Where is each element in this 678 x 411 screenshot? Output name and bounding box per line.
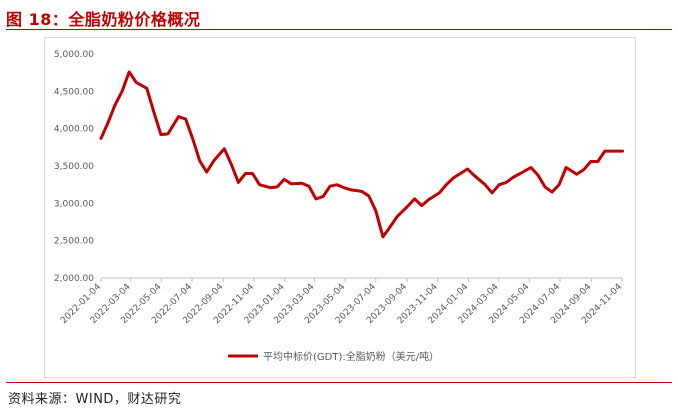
legend: 平均中标价(GDT):全脂奶粉（美元/吨）	[228, 350, 439, 363]
source-note: 资料来源：WIND，财达研究	[8, 392, 182, 407]
source-rule	[6, 382, 672, 383]
figure-title: 图 18：全脂奶粉价格概况	[6, 10, 201, 29]
title-rule	[6, 29, 672, 30]
series-line	[99, 70, 624, 239]
y-tick-label: 5,000.00	[54, 50, 94, 60]
y-axis-ticks: 5,000.00 4,500.00 4,000.00 3,500.00 3,000.00…	[54, 50, 94, 284]
chart-frame	[44, 37, 636, 378]
price-line-chart: 5,000.00 4,500.00 4,000.00 3,500.00 3,000.00…	[54, 50, 624, 363]
series-group	[99, 70, 624, 239]
y-tick-label: 2,500.00	[54, 237, 94, 247]
y-tick-label: 3,500.00	[54, 162, 94, 172]
y-tick-label: 4,000.00	[54, 125, 94, 135]
y-tick-label: 3,000.00	[54, 199, 94, 209]
x-axis-ticks: 2022-01-042022-03-042022-05-042022-07-04…	[59, 282, 624, 326]
x-axis-tick-marks	[100, 278, 623, 282]
y-tick-label: 4,500.00	[54, 87, 94, 97]
legend-label: 平均中标价(GDT):全脂奶粉（美元/吨）	[263, 350, 439, 363]
y-tick-label: 2,000.00	[54, 274, 94, 284]
